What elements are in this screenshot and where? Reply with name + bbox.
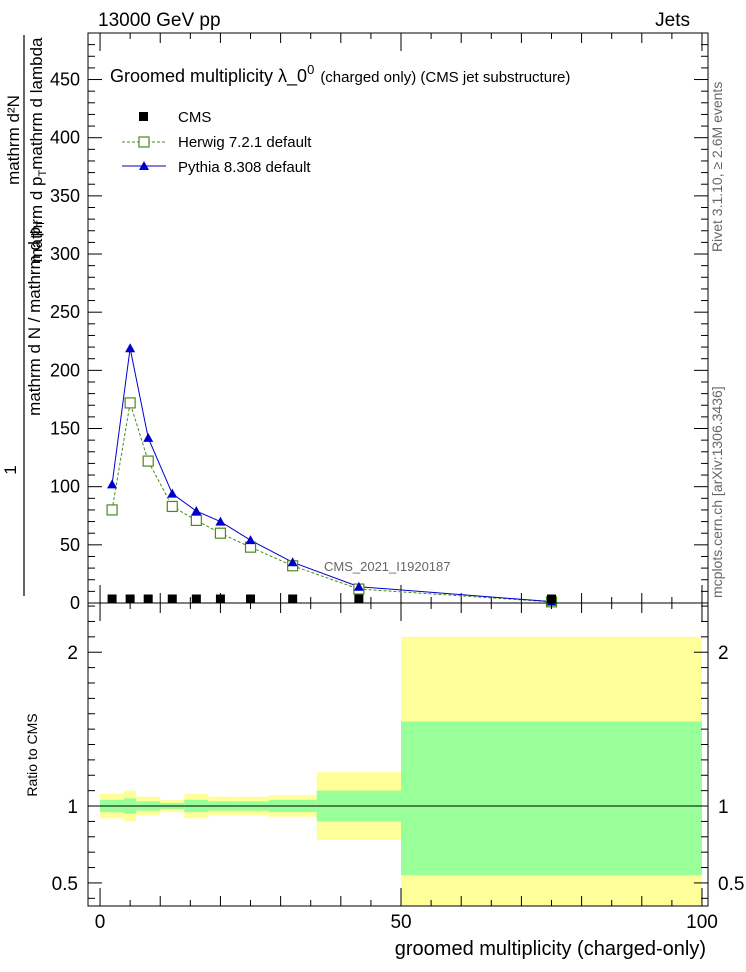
legend-label-herwig: Herwig 7.2.1 default — [178, 134, 312, 151]
ratio-frame — [87, 602, 709, 907]
cms-point-1 — [125, 594, 135, 604]
ylabel-denominator-main: mathrm d N / mathrm d p — [25, 227, 44, 416]
main-axes: 0 50 100 150 200 250 300 350 400 450 — [50, 32, 709, 613]
ylabel-numerator-sub2: T — [37, 170, 49, 177]
pythia-point-6 — [245, 535, 256, 545]
ylabel-numerator-sub: mathrm d p — [27, 177, 46, 263]
main-series — [106, 343, 558, 608]
pythia-point-4 — [191, 506, 202, 516]
ratio-bands — [88, 636, 708, 906]
legend-label-cms: CMS — [178, 109, 211, 126]
pythia-point-1 — [125, 343, 136, 353]
ylabel-numerator: mathrm d²N — [4, 95, 23, 185]
legend: CMS Herwig 7.2.1 default Pythia 8.308 de… — [122, 109, 312, 176]
pythia-point-5 — [215, 516, 226, 526]
x-tick-label-100: 100 — [686, 912, 718, 933]
ratio-ytick-label-left-0.5: 0.5 — [52, 874, 78, 895]
plot-title-main: Groomed multiplicity λ_0 — [110, 66, 307, 87]
cms-point-6 — [246, 594, 256, 604]
cms-point-9 — [546, 594, 556, 604]
pythia-point-3 — [167, 488, 178, 498]
header-left: 13000 GeV pp — [98, 10, 221, 31]
pythia-line — [111, 348, 552, 603]
plot-title-paren: (charged only) (CMS jet substructure) — [320, 69, 570, 86]
herwig-point-1 — [124, 397, 136, 409]
rivet-label: Rivet 3.1.10, ≥ 2.6M events — [709, 82, 725, 252]
plot-title: Groomed multiplicity λ_00 (charged only) … — [110, 62, 570, 87]
herwig-point-4 — [190, 514, 202, 527]
herwig-point-2 — [142, 455, 154, 467]
main-ytick-label-350: 350 — [50, 186, 80, 206]
main-ytick-label-200: 200 — [50, 360, 80, 380]
ratio-ytick-label-left-1: 1 — [67, 797, 78, 818]
herwig-point-5 — [214, 527, 227, 539]
main-ytick-label-100: 100 — [50, 477, 80, 497]
cms-point-2 — [143, 594, 153, 604]
legend-marker-cms — [139, 112, 148, 121]
main-ytick-label-400: 400 — [50, 128, 80, 148]
legend-label-pythia: Pythia 8.308 default — [178, 159, 311, 176]
main-ytick-label-250: 250 — [50, 302, 80, 322]
x-axis-label: groomed multiplicity (charged-only) — [395, 938, 706, 960]
header-right: Jets — [655, 10, 690, 31]
ylabel-numerator-sub3: mathrm d lambda — [27, 37, 46, 170]
ylabel-prefix: 1 — [1, 465, 20, 474]
ylabel-denominator-sub: T — [35, 220, 47, 227]
herwig-point-0 — [106, 504, 118, 516]
main-ytick-label-50: 50 — [60, 535, 80, 555]
ratio-ytick-label-right-1: 1 — [718, 797, 729, 818]
cms-point-3 — [167, 594, 177, 604]
x-tick-label-0: 0 — [95, 912, 106, 933]
plot-title-sup: 0 — [307, 62, 314, 77]
watermark: CMS_2021_I1920187 — [324, 559, 451, 574]
ratio-ytick-label-right-0.5: 0.5 — [718, 874, 744, 895]
x-tick-label-50: 50 — [390, 912, 411, 933]
main-ytick-label-0: 0 — [70, 593, 80, 613]
herwig-point-3 — [166, 500, 178, 513]
ratio-inner-band-9 — [401, 721, 702, 876]
cms-point-7 — [288, 594, 298, 604]
ratio-ytick-label-left-2: 2 — [67, 643, 78, 664]
pythia-point-8 — [353, 581, 364, 591]
main-ytick-label-150: 150 — [50, 419, 80, 439]
herwig-line — [111, 402, 552, 603]
cms-point-8 — [354, 594, 364, 604]
ylabel-numerator-line2: mathrm d pTmathrm d lambda — [27, 37, 49, 263]
legend-marker-pythia — [139, 161, 149, 170]
legend-marker-herwig — [138, 136, 150, 148]
pythia-point-7 — [287, 557, 298, 567]
cms-point-4 — [191, 594, 201, 604]
pythia-point-0 — [107, 479, 118, 489]
main-ytick-label-450: 450 — [50, 70, 80, 90]
ratio-ytick-label-right-2: 2 — [718, 643, 729, 664]
ylabel-denominator: mathrm d N / mathrm d pT — [25, 220, 47, 416]
pythia-point-2 — [143, 432, 154, 442]
ratio-ylabel: Ratio to CMS — [24, 713, 40, 796]
cms-point-0 — [107, 594, 117, 604]
main-ytick-label-300: 300 — [50, 244, 80, 264]
main-plot: 0 50 100 150 200 250 300 350 400 450 CMS_2021_I19… — [1, 32, 709, 613]
cms-point-5 — [215, 594, 225, 604]
mcplots-label: mcplots.cern.ch [arXiv:1306.3436] — [709, 386, 725, 598]
main-ylabel: 1 mathrm d N / mathrm d pT mathrm d²N ma… — [1, 35, 49, 596]
